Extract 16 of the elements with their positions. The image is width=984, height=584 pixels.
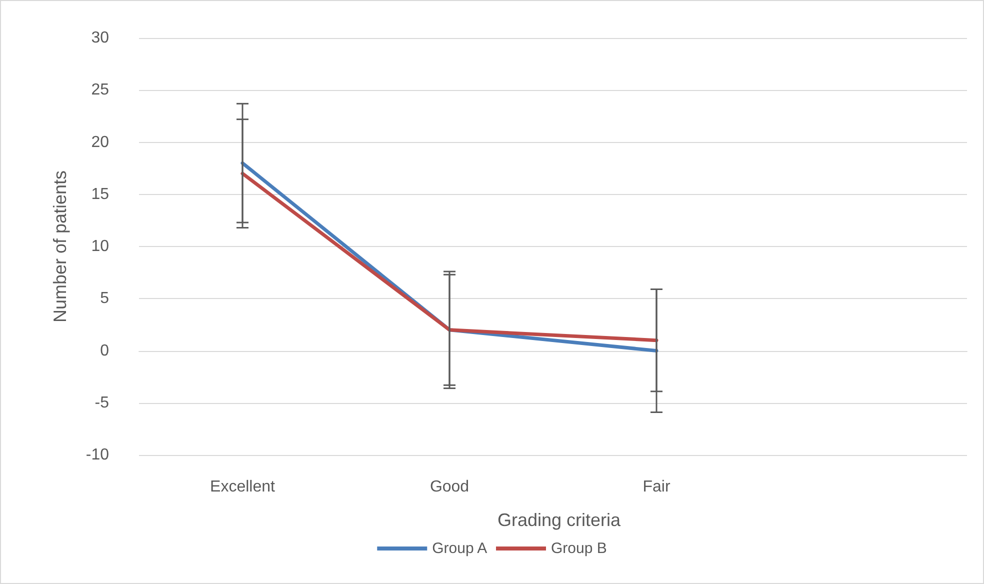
x-tick-label: Good bbox=[430, 478, 470, 496]
y-axis-title: Number of patients bbox=[50, 170, 70, 323]
y-tick-label: -5 bbox=[94, 394, 110, 412]
x-tick-label: Fair bbox=[642, 478, 671, 496]
y-tick-label: -10 bbox=[86, 446, 110, 464]
x-axis-title: Grading criteria bbox=[497, 510, 622, 530]
y-tick-label: 15 bbox=[91, 186, 110, 203]
legend-label: Group A bbox=[432, 540, 488, 557]
y-tick-label: 25 bbox=[91, 82, 110, 99]
y-tick-label: 30 bbox=[91, 30, 110, 46]
y-tick-label: 10 bbox=[91, 238, 110, 255]
legend-label: Group B bbox=[551, 540, 607, 557]
x-tick-label: Excellent bbox=[210, 478, 276, 496]
y-tick-label: 20 bbox=[91, 134, 110, 151]
y-tick-label: 5 bbox=[100, 290, 110, 308]
y-tick-label: 0 bbox=[100, 342, 110, 360]
